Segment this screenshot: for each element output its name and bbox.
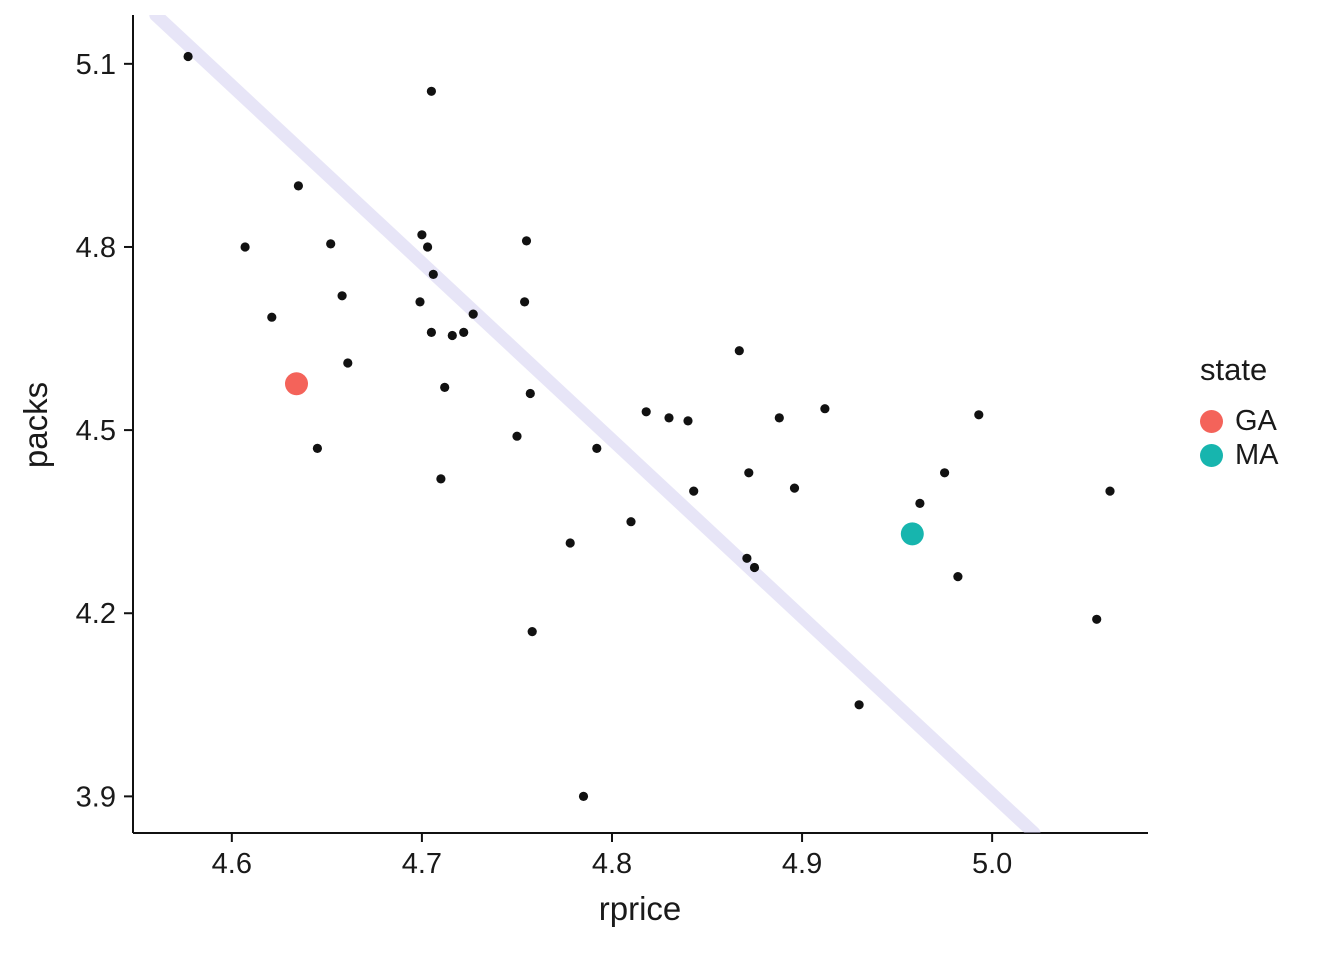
- data-point: [520, 297, 530, 307]
- x-tick-label: 4.6: [212, 848, 252, 880]
- data-point: [326, 239, 336, 249]
- data-point: [734, 346, 744, 356]
- legend-entry-ga: GA: [1200, 404, 1279, 438]
- y-tick-label: 5.1: [76, 49, 116, 81]
- y-tick-label: 4.8: [76, 232, 116, 264]
- data-point: [459, 327, 469, 337]
- data-point: [436, 474, 446, 484]
- trend-line: [149, 15, 1041, 833]
- highlight-point-ga: [285, 372, 308, 396]
- x-tick-label: 4.8: [592, 848, 632, 880]
- legend-entry-ma: MA: [1200, 438, 1279, 472]
- data-point: [592, 443, 602, 453]
- legend-title: state: [1200, 352, 1268, 387]
- data-point: [689, 486, 699, 496]
- data-point: [641, 407, 651, 417]
- data-point: [183, 51, 193, 62]
- legend: state GA MA: [1200, 352, 1279, 472]
- data-point: [440, 382, 450, 392]
- highlight-point-ma: [900, 522, 924, 546]
- data-point: [664, 413, 674, 423]
- legend-swatch-ga: [1200, 409, 1223, 433]
- data-point: [1092, 614, 1102, 624]
- data-point: [521, 236, 532, 246]
- data-point: [415, 297, 425, 307]
- data-point: [749, 562, 760, 573]
- data-point: [447, 330, 457, 341]
- data-point: [468, 309, 478, 319]
- data-point: [683, 416, 693, 426]
- data-point: [953, 572, 963, 582]
- data-point: [744, 468, 754, 478]
- tick-labels: 4.6 4.7 4.8 4.9 5.0 3.9 4.2 4.5 4.8 5.1: [76, 49, 1013, 880]
- data-point: [789, 483, 800, 493]
- x-tick-label: 4.9: [782, 848, 822, 880]
- x-tick-label: 5.0: [972, 848, 1012, 880]
- data-point: [426, 86, 436, 96]
- data-point: [293, 181, 303, 191]
- data-point: [565, 538, 575, 548]
- data-point: [312, 443, 322, 453]
- y-tick-label: 4.2: [76, 598, 116, 630]
- data-point: [940, 468, 950, 478]
- y-axis-title: packs: [17, 381, 54, 469]
- y-tick-label: 4.5: [76, 415, 116, 447]
- data-point: [1105, 486, 1115, 496]
- data-point: [820, 404, 830, 414]
- data-point: [337, 291, 347, 301]
- x-tick-label: 4.7: [402, 848, 442, 880]
- data-point: [423, 242, 433, 252]
- data-point: [428, 269, 438, 279]
- data-point: [512, 431, 522, 441]
- data-point: [343, 358, 353, 368]
- data-point: [267, 312, 277, 322]
- legend-label-ma: MA: [1235, 438, 1279, 471]
- data-point: [426, 327, 436, 337]
- tick-marks: [124, 62, 994, 842]
- data-point: [525, 388, 535, 399]
- y-tick-label: 3.9: [76, 781, 116, 813]
- legend-label-ga: GA: [1235, 404, 1277, 437]
- legend-swatch-ma: [1200, 443, 1223, 467]
- data-point: [527, 627, 537, 637]
- points-layer: [183, 51, 1115, 802]
- x-axis-title: rprice: [598, 890, 682, 927]
- axes: [132, 15, 1148, 834]
- data-point: [854, 700, 864, 710]
- data-point: [626, 517, 636, 527]
- data-point: [578, 791, 589, 802]
- data-point: [774, 413, 784, 423]
- data-point: [240, 242, 250, 252]
- data-point: [417, 230, 427, 240]
- data-point: [742, 553, 752, 563]
- data-point: [915, 498, 925, 508]
- data-point: [974, 410, 984, 420]
